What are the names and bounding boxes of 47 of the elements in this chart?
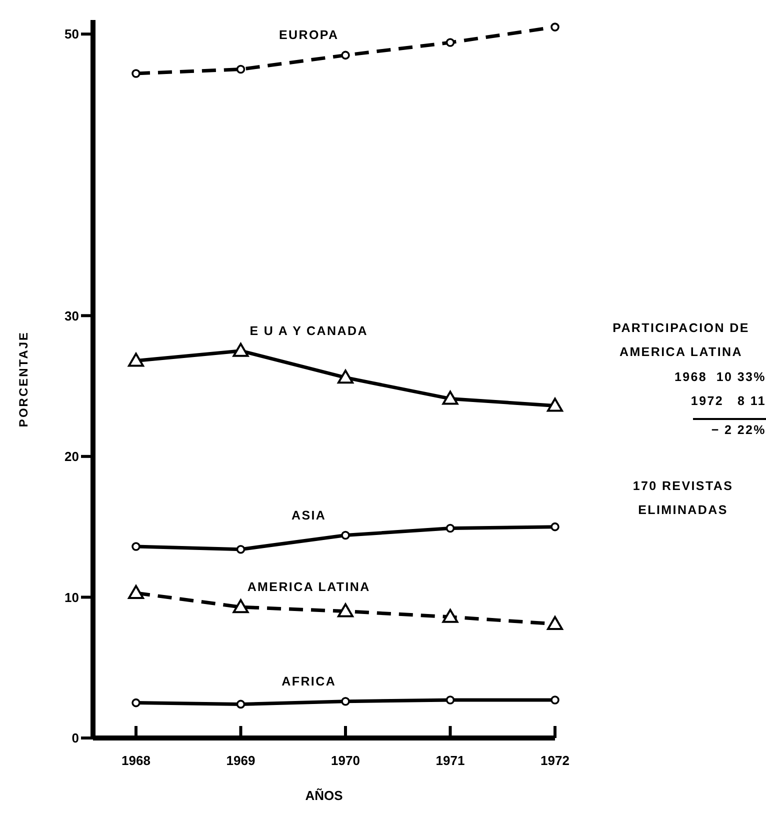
point xyxy=(446,696,455,704)
point xyxy=(446,524,455,533)
point xyxy=(132,542,140,551)
point xyxy=(547,616,563,630)
series-label: AMERICA LATINA xyxy=(247,580,370,594)
text: PARTICIPACION DE AMERICA LATINA xyxy=(612,321,750,359)
point xyxy=(236,700,246,709)
x-tick-label: 1970 xyxy=(331,753,360,768)
text: 1968 10 33% xyxy=(674,370,766,384)
x-tick-label: 1968 xyxy=(122,753,150,768)
text: 170 REVISTAS ELIMINADAS xyxy=(632,479,734,517)
series-label: EUROPA xyxy=(278,28,339,42)
point xyxy=(128,352,144,367)
x-tick-label: 1969 xyxy=(226,753,256,768)
text: − 2 22% xyxy=(693,418,766,437)
point xyxy=(341,530,350,540)
y-tick-label: 10 xyxy=(64,590,79,605)
point xyxy=(341,696,350,706)
x-tick-label: 1971 xyxy=(436,753,465,768)
x-tick-label: 1972 xyxy=(540,753,570,768)
y-tick-label: 50 xyxy=(64,26,79,42)
point xyxy=(442,608,458,623)
text: 1972 8 11 xyxy=(690,394,766,408)
point xyxy=(550,696,560,704)
point xyxy=(341,50,350,60)
point xyxy=(338,603,354,618)
y-tick-label: 0 xyxy=(72,730,79,746)
point xyxy=(232,342,249,357)
point xyxy=(550,522,560,532)
point xyxy=(232,599,249,614)
point xyxy=(236,64,246,74)
y-tick-label: 30 xyxy=(64,308,79,324)
point xyxy=(338,370,354,384)
series-label: AFRICA xyxy=(282,674,336,688)
point xyxy=(442,390,458,405)
point xyxy=(132,698,140,708)
y-axis-title: PORCENTAJE xyxy=(16,330,30,428)
point xyxy=(547,398,563,412)
point xyxy=(128,584,144,599)
x-axis-title: AÑOS xyxy=(305,788,344,803)
point xyxy=(550,22,560,32)
y-tick-label: 20 xyxy=(64,449,79,464)
series-label: ASIA xyxy=(292,508,326,522)
series-label: E U A Y CANADA xyxy=(250,324,368,338)
point xyxy=(132,69,140,78)
point xyxy=(236,544,246,554)
point xyxy=(446,38,455,47)
